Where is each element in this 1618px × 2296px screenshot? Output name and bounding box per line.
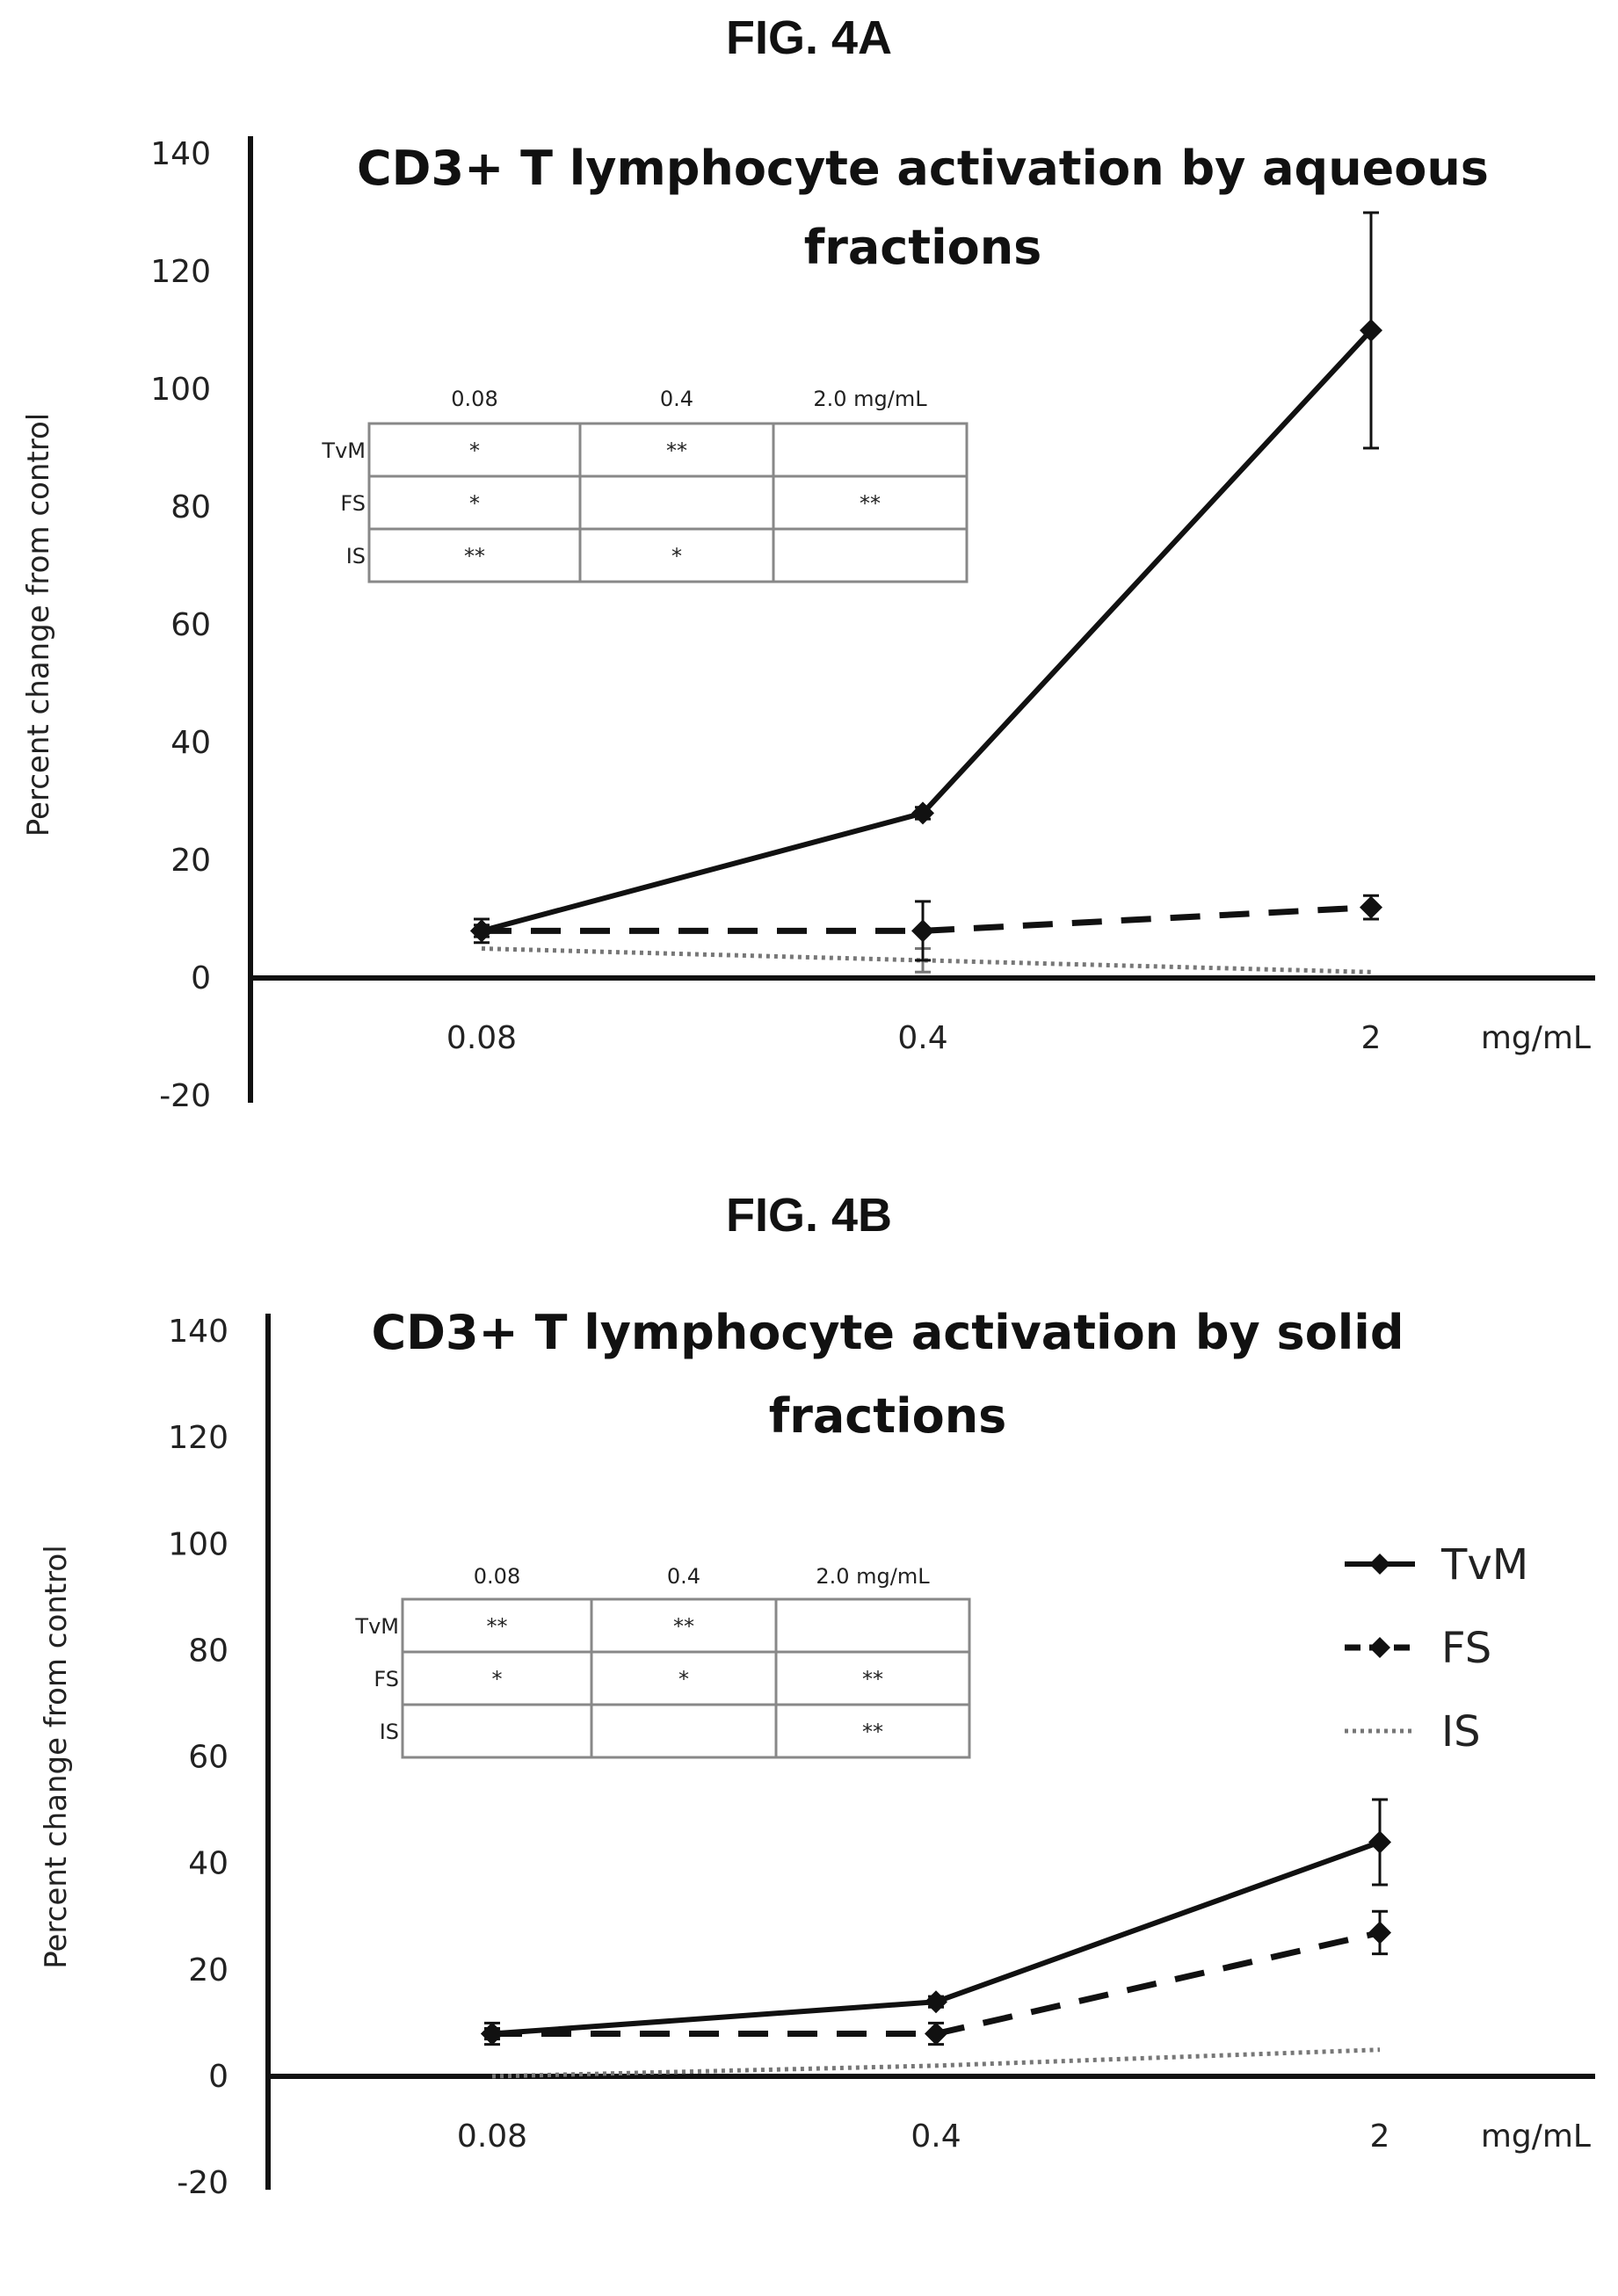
table-row-label: IS <box>380 1720 399 1744</box>
data-point-fs <box>925 2022 947 2046</box>
data-point-tvm <box>911 801 934 825</box>
line-chart-aqueous: CD3+ T lymphocyte activation by aqueous f… <box>21 136 1595 1114</box>
table-row-label: FS <box>374 1667 399 1691</box>
data-point-fs <box>911 919 934 943</box>
table-row-label: FS <box>340 491 366 516</box>
y-tick-label: 40 <box>188 1846 229 1882</box>
table-column-header: 0.08 <box>474 1564 520 1589</box>
series-line-fs <box>482 904 1372 934</box>
table-cell: ** <box>487 1614 508 1639</box>
x-axis-unit-label: mg/mL <box>1481 2119 1591 2155</box>
x-tick-label: 0.4 <box>911 2119 961 2155</box>
y-tick-label: 100 <box>150 372 211 408</box>
table-cell: * <box>671 544 682 569</box>
y-tick-label: 140 <box>150 136 211 172</box>
y-tick-label: 0 <box>208 2059 229 2095</box>
table-column-header: 0.08 <box>451 387 497 411</box>
y-tick-label: 20 <box>171 843 211 879</box>
legend-label-fs: FS <box>1441 1624 1491 1673</box>
x-tick-label: 0.08 <box>446 1020 517 1056</box>
table-cell: * <box>469 491 480 516</box>
table-cell: ** <box>860 491 881 516</box>
table-row-label: IS <box>346 544 366 569</box>
figure-label-4b: FIG. 4B <box>725 1189 893 1242</box>
table-border <box>401 1597 971 1759</box>
table-cell: * <box>492 1667 503 1691</box>
y-tick-label: -20 <box>177 2165 229 2201</box>
data-point-tvm <box>1368 1830 1391 1854</box>
y-tick-label: 60 <box>171 607 211 643</box>
table-column-header: 0.4 <box>667 1564 700 1589</box>
y-tick-label: 0 <box>191 960 211 996</box>
x-tick-label: 0.08 <box>457 2119 527 2155</box>
legend-label-is: IS <box>1441 1707 1481 1756</box>
data-point-fs <box>1368 1921 1391 1945</box>
series-line-tvm <box>481 328 1374 934</box>
data-point-tvm <box>470 919 493 943</box>
y-tick-label: 140 <box>168 1314 229 1350</box>
y-tick-label: 120 <box>168 1420 229 1456</box>
legend-marker-fs <box>1369 1637 1390 1658</box>
table-row-label: TvM <box>354 1614 399 1639</box>
table-cell: * <box>678 1667 689 1691</box>
series-line-fs <box>492 1930 1381 2038</box>
y-axis-label: Percent change from control <box>39 1545 74 1968</box>
table-border <box>367 422 969 583</box>
legend-marker-tvm <box>1369 1554 1390 1575</box>
line-chart-solid: CD3+ T lymphocyte activation by solid fra… <box>39 1305 1595 2201</box>
table-cell: ** <box>862 1720 883 1744</box>
y-tick-label: -20 <box>159 1078 211 1114</box>
data-point-tvm <box>925 1990 947 2014</box>
table-cell: ** <box>666 438 687 463</box>
x-axis-unit-label: mg/mL <box>1481 1020 1591 1056</box>
table-row-label: TvM <box>321 438 366 463</box>
table-column-header: 0.4 <box>660 387 693 411</box>
table-cell: * <box>469 438 480 463</box>
y-tick-label: 80 <box>171 489 211 525</box>
table-cell: ** <box>673 1614 694 1639</box>
series-line-is <box>491 2047 1381 2079</box>
table-cell: ** <box>862 1667 883 1691</box>
chart-title: fractions <box>769 1388 1007 1444</box>
y-tick-label: 60 <box>188 1740 229 1776</box>
y-tick-label: 20 <box>188 1952 229 1988</box>
figure-label-4a: FIG. 4A <box>725 11 893 64</box>
chart-title: CD3+ T lymphocyte activation by solid <box>372 1305 1404 1360</box>
data-point-fs <box>1360 895 1382 919</box>
table-column-header: 2.0 mg/mL <box>813 387 927 411</box>
chart-title: CD3+ T lymphocyte activation by aqueous <box>357 141 1489 196</box>
table-column-header: 2.0 mg/mL <box>816 1564 930 1589</box>
chart-legend: TvM FS IS <box>1345 1540 1528 1756</box>
x-tick-label: 2 <box>1370 2119 1390 2155</box>
y-tick-label: 100 <box>168 1526 229 1562</box>
y-tick-label: 80 <box>188 1633 229 1669</box>
legend-label-tvm: TvM <box>1440 1540 1528 1590</box>
data-point-tvm <box>1360 319 1382 342</box>
chart-title: fractions <box>804 220 1042 275</box>
y-tick-label: 120 <box>150 254 211 290</box>
y-tick-label: 40 <box>171 725 211 761</box>
data-point-tvm <box>481 2022 504 2046</box>
y-axis-label: Percent change from control <box>21 413 56 837</box>
x-tick-label: 0.4 <box>897 1020 947 1056</box>
table-cell: ** <box>464 544 485 569</box>
x-tick-label: 2 <box>1361 1020 1382 1056</box>
